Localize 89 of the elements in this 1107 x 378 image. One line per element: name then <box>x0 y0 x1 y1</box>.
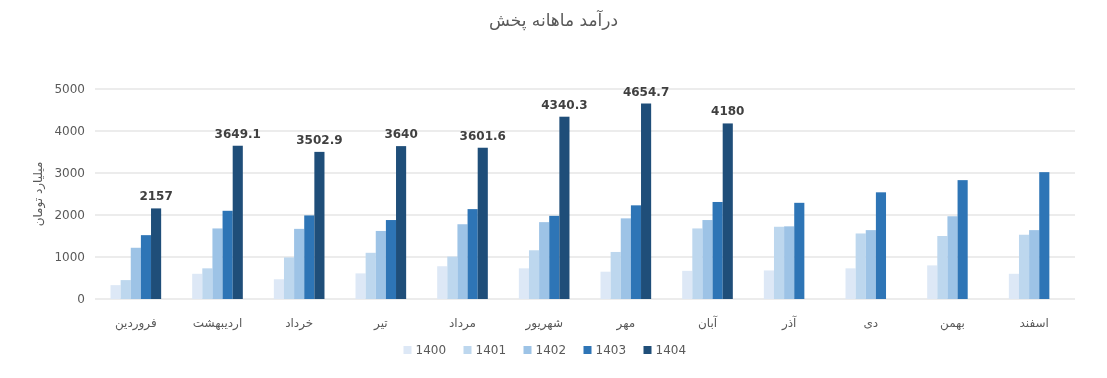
bar <box>294 228 305 299</box>
data-label: 4654.7 <box>622 84 670 99</box>
bar <box>1008 273 1019 299</box>
bar <box>641 103 652 299</box>
bar <box>845 268 856 299</box>
bar <box>947 216 958 299</box>
bar <box>682 270 693 299</box>
data-label: 2157 <box>139 189 173 204</box>
bar <box>630 205 642 299</box>
chart-title: درآمد ماهانه پخش <box>489 9 618 31</box>
bar <box>192 273 203 299</box>
y-tick-label: 4000 <box>54 124 85 138</box>
x-tick-label: آذر <box>780 315 798 331</box>
bar <box>355 273 366 299</box>
bar <box>1029 230 1040 299</box>
bar <box>855 233 866 299</box>
x-tick-label: تیر <box>373 316 388 331</box>
bar <box>467 209 478 299</box>
data-label: 4180 <box>711 104 745 119</box>
bar <box>375 230 386 299</box>
bar <box>722 123 733 299</box>
bar <box>528 250 540 299</box>
legend-label: 1404 <box>655 343 687 357</box>
x-tick-label: شهریور <box>524 316 563 331</box>
bar <box>773 226 785 299</box>
x-tick-label: خرداد <box>285 316 314 331</box>
data-label: 4340.3 <box>541 97 588 112</box>
y-tick-label: 1000 <box>54 250 85 264</box>
legend-label: 1402 <box>535 343 567 357</box>
bar <box>457 224 468 299</box>
bar <box>957 180 968 299</box>
data-label: 3502.9 <box>296 132 343 147</box>
bar <box>865 230 876 299</box>
bar <box>1018 234 1030 299</box>
bar <box>273 279 284 299</box>
bar <box>304 215 315 299</box>
bar <box>692 228 703 299</box>
bar <box>396 146 407 299</box>
bar <box>620 218 631 299</box>
x-tick-label: آبان <box>697 315 718 330</box>
x-tick-label: فروردین <box>114 316 157 331</box>
bar <box>120 280 131 299</box>
legend-label: 1401 <box>475 343 507 357</box>
bar <box>763 270 774 299</box>
x-tick-label: اسفند <box>1019 316 1049 330</box>
bar <box>130 247 141 299</box>
bar <box>151 208 162 299</box>
bar <box>212 228 223 299</box>
bar <box>477 147 488 299</box>
y-tick-label: 3000 <box>54 166 85 180</box>
bar <box>232 145 243 299</box>
bar <box>202 268 213 299</box>
bar <box>283 257 295 299</box>
bar <box>140 235 152 299</box>
bar <box>927 265 938 299</box>
bar <box>1039 172 1050 299</box>
y-tick-label: 2000 <box>54 208 85 222</box>
bar <box>222 210 233 299</box>
bar <box>794 202 805 299</box>
x-tick-label: دی <box>863 316 879 330</box>
bar <box>437 266 448 299</box>
bar <box>559 116 570 299</box>
legend-label: 1403 <box>595 343 627 357</box>
bar <box>702 220 713 299</box>
y-axis-title: میلیارد تومان <box>31 161 46 227</box>
data-label: 3649.1 <box>214 126 261 141</box>
x-tick-label: مرداد <box>448 316 477 331</box>
bar <box>937 236 948 299</box>
data-label: 3640 <box>384 127 418 142</box>
x-tick-label: بهمن <box>940 316 965 331</box>
bar <box>549 215 560 299</box>
bar <box>610 251 621 299</box>
bar <box>365 252 376 299</box>
bar <box>784 226 795 299</box>
y-tick-label: 5000 <box>54 82 85 96</box>
bar <box>110 285 121 299</box>
bar <box>314 151 325 299</box>
x-tick-label: مهر <box>615 316 636 331</box>
bar <box>385 220 397 299</box>
bar <box>518 268 529 299</box>
legend-label: 1400 <box>415 343 447 357</box>
bar <box>539 222 550 299</box>
y-tick-label: 0 <box>77 292 85 306</box>
bar <box>712 201 723 299</box>
bar <box>447 256 458 299</box>
data-label: 3601.6 <box>459 128 506 143</box>
bar <box>600 271 611 299</box>
bar <box>875 192 887 299</box>
x-tick-label: اردیبهشت <box>192 316 243 331</box>
